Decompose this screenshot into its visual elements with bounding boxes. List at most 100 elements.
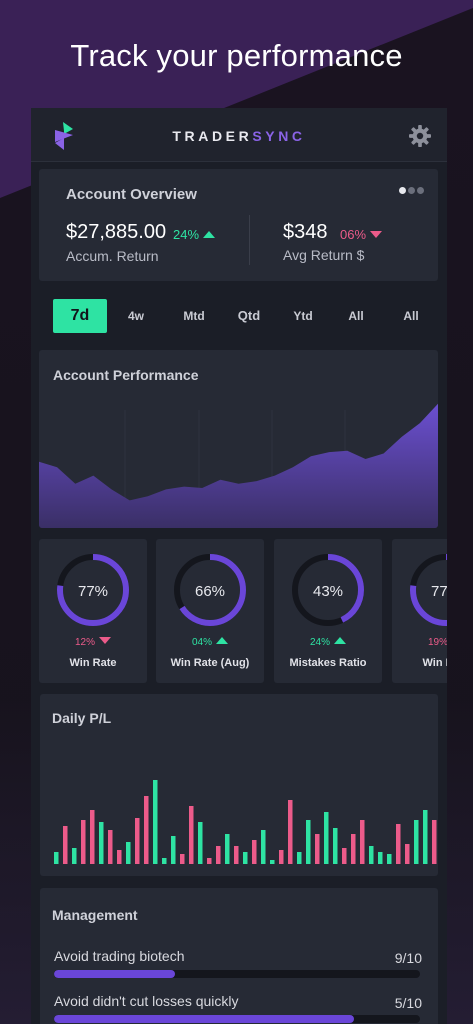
pl-bar [378, 852, 383, 864]
pl-bar [117, 850, 122, 864]
pl-bar [234, 846, 239, 864]
period-tabs: 7d 4w Mtd Qtd Ytd All All [31, 299, 447, 333]
management-item-score: 9/10 [394, 950, 422, 966]
account-performance-chart [39, 403, 438, 528]
tab-all[interactable]: All [348, 309, 364, 323]
pl-bar [414, 820, 419, 864]
pl-bar [99, 822, 104, 864]
pl-bar [324, 812, 329, 864]
stats-row: 77% 12% Win Rate 66% 04% Win Rate (Aug) … [39, 539, 447, 683]
gauge-change-text: 12% [74, 637, 95, 648]
management-item-label: Avoid didn't cut losses quickly [54, 993, 239, 1009]
gauge-change: 24% [274, 637, 382, 648]
management-progress-track [54, 970, 420, 978]
management-progress-track [54, 1015, 420, 1023]
pl-bar [207, 858, 212, 864]
arrow-down-icon [370, 231, 383, 238]
tab-4w[interactable]: 4w [127, 309, 144, 323]
accum-return-change-text: 24% [173, 227, 200, 242]
performance-area [39, 403, 438, 528]
logo-icon [55, 122, 73, 150]
gauge-ring [410, 554, 447, 626]
gauge-card[interactable]: 77% 12% Win Rate [39, 539, 147, 683]
pl-bar [270, 860, 275, 864]
pl-bar [144, 796, 149, 864]
gauge-value: 77% [77, 583, 109, 600]
tab-7d[interactable]: 7d [53, 299, 107, 333]
tab-mtd[interactable]: Mtd [183, 309, 205, 323]
tab-qtd[interactable]: Qtd [237, 308, 261, 323]
avg-return-label: Avg Return $ [283, 247, 365, 263]
arrow-down-icon [99, 637, 111, 644]
gauge-label: Mistakes Ratio [289, 657, 367, 669]
gauge-change: 04% [156, 637, 264, 648]
daily-pl-chart [54, 780, 437, 864]
gear-icon[interactable] [409, 125, 431, 147]
gauge-change-text: 19% [427, 637, 447, 648]
tab-ytd[interactable]: Ytd [293, 309, 313, 323]
pl-bar [306, 820, 311, 864]
avg-return-value: $348 [283, 221, 328, 243]
pl-bar [423, 810, 428, 864]
gauge-value: 77% [430, 583, 447, 600]
arrow-up-icon [216, 637, 228, 644]
avg-return-change: 06% [340, 227, 383, 242]
top-bar: TRADERSYNC [31, 108, 447, 162]
accum-return-value: $27,885.00 [66, 221, 167, 243]
brand-part-1: TRADER [172, 128, 253, 144]
pl-bar [360, 820, 365, 864]
gauge-ring [292, 554, 364, 626]
daily-pl-card: Daily P/L [40, 694, 438, 876]
pl-bar [216, 846, 221, 864]
gauge-label: Win Rate (Aug) [170, 657, 250, 669]
account-performance-title: Account Performance [53, 367, 199, 383]
pl-bar [72, 848, 77, 864]
pl-bar [162, 858, 167, 864]
account-overview-card[interactable]: Account Overview $27,885.00 24% Accum. R… [39, 169, 438, 281]
pl-bar [405, 844, 410, 864]
pager-dot[interactable] [417, 187, 424, 194]
pl-bar [252, 840, 257, 864]
pl-bar [315, 834, 320, 864]
gauge-change: 12% [39, 637, 147, 648]
account-overview-title: Account Overview [66, 186, 197, 203]
pl-bar [126, 842, 131, 864]
management-item[interactable]: Avoid trading biotech 9/10 [54, 948, 422, 992]
pl-bar [81, 820, 86, 864]
pl-bar [369, 846, 374, 864]
gauge-card[interactable]: 66% 04% Win Rate (Aug) [156, 539, 264, 683]
tab-all-2[interactable]: All [403, 309, 419, 323]
pl-bar [153, 780, 158, 864]
pl-bar [225, 834, 230, 864]
management-item[interactable]: Avoid didn't cut losses quickly 5/10 [54, 993, 422, 1024]
pl-bar [135, 818, 140, 864]
brand-wordmark: TRADERSYNC [31, 128, 447, 144]
pager-dot[interactable] [399, 187, 406, 194]
pl-bar [387, 854, 392, 864]
gauge-ring [57, 554, 129, 626]
gauge-change-text: 24% [309, 637, 330, 648]
gauge-card[interactable]: 43% 24% Mistakes Ratio [274, 539, 382, 683]
divider [249, 215, 250, 265]
pl-bar [198, 822, 203, 864]
pl-bar [351, 834, 356, 864]
management-progress-fill [54, 1015, 355, 1023]
pl-bar [342, 848, 347, 864]
pl-bar [333, 828, 338, 864]
pager-dots[interactable] [397, 181, 424, 199]
gauge-ring [174, 554, 246, 626]
arrow-up-icon [203, 231, 216, 238]
brand-part-2: SYNC [252, 128, 306, 144]
pl-bar [63, 826, 68, 864]
pl-bar [396, 824, 401, 864]
accum-return-label: Accum. Return [66, 248, 159, 264]
pl-bar [432, 820, 437, 864]
pager-dot[interactable] [408, 187, 415, 194]
pl-bar [90, 810, 95, 864]
gauge-card[interactable]: 77% 19% Win Rate [392, 539, 447, 683]
headline: Track your performance [70, 38, 403, 73]
gauge-value: 66% [194, 583, 226, 600]
pl-bar [279, 850, 284, 864]
gauge-change: 19% [392, 637, 447, 648]
pl-bar [171, 836, 176, 864]
